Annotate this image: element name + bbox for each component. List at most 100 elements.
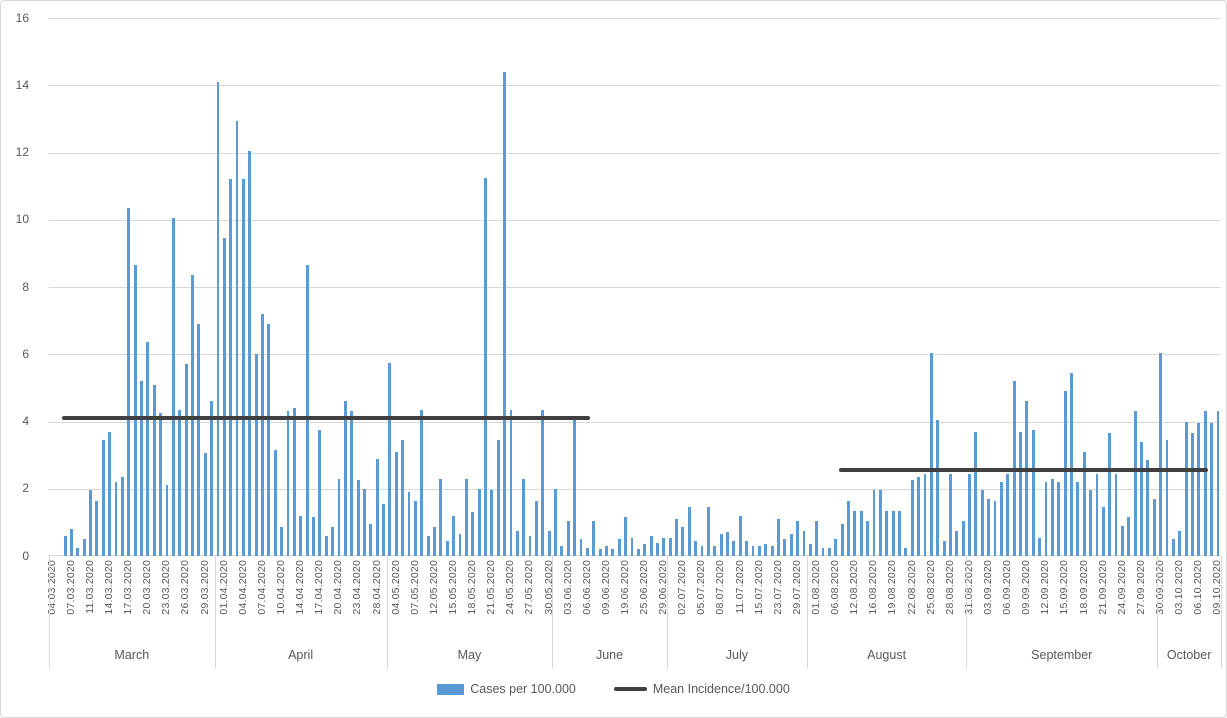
cases-bar	[292, 408, 296, 556]
cases-bar	[917, 476, 921, 556]
cases-bar	[1050, 478, 1054, 556]
cases-bar	[484, 177, 487, 556]
x-axis-tick-label: 07.03.2020	[64, 560, 77, 615]
y-axis-tick-label: 10	[15, 212, 29, 227]
x-axis-tick-label: 04.03.2020	[45, 560, 58, 615]
x-axis-tick-label: 25.08.2020	[924, 560, 937, 615]
gridline	[49, 18, 1221, 19]
gridline	[49, 488, 1221, 490]
y-axis-tick-label: 2	[22, 481, 29, 496]
x-axis-tick-label: 21.05.2020	[485, 560, 498, 615]
y-axis-tick-label: 16	[15, 10, 29, 25]
cases-bar	[847, 500, 850, 556]
cases-bar	[751, 545, 755, 556]
cases-bar	[433, 527, 436, 556]
cases-bar	[1031, 429, 1035, 556]
y-axis-tick-label: 8	[22, 279, 29, 294]
cases-bar	[1184, 421, 1188, 556]
cases-bar	[452, 515, 456, 556]
legend-label-cases: Cases per 100.000	[470, 682, 576, 696]
cases-bar	[898, 510, 901, 556]
x-axis-tick-label: 09.09.2020	[1020, 560, 1033, 615]
cases-bar	[120, 476, 124, 556]
x-axis-tick-label: 09.10.2020	[1211, 560, 1224, 615]
x-axis-tick-label: 04.05.2020	[389, 560, 402, 615]
month-label-august: August	[867, 648, 907, 662]
cases-bar	[388, 362, 392, 556]
x-axis-tick-label: 21.09.2020	[1096, 560, 1109, 615]
cases-bar	[726, 532, 729, 556]
cases-bar	[1063, 391, 1067, 556]
cases-bar	[777, 519, 780, 556]
cases-bar	[522, 478, 526, 556]
x-axis-tick-label: 11.03.2020	[83, 560, 96, 614]
y-axis-tick-label: 14	[15, 77, 29, 92]
cases-bar	[165, 485, 169, 556]
cases-bar	[993, 500, 997, 556]
x-axis-tick-label: 10.04.2020	[274, 560, 287, 615]
x-axis-tick-label: 12.09.2020	[1039, 560, 1052, 615]
x-axis-tick-label: 05.07.2020	[695, 560, 708, 615]
cases-bar	[318, 429, 322, 556]
x-axis-tick-label: 28.04.2020	[370, 560, 383, 615]
month-separator	[806, 556, 808, 669]
cases-bar	[420, 409, 424, 556]
cases-bar	[152, 384, 156, 556]
cases-bar	[1070, 372, 1073, 556]
cases-bar	[477, 488, 481, 556]
mean-line-swatch-icon	[613, 687, 647, 691]
month-separator	[966, 556, 968, 669]
cases-bar	[394, 451, 398, 556]
cases-bar	[216, 81, 220, 556]
cases-bar	[1089, 490, 1092, 556]
cases-bar	[694, 540, 698, 556]
x-axis-tick-label: 17.03.2020	[122, 560, 135, 615]
cases-bar	[611, 549, 615, 556]
cases-bar	[1133, 411, 1137, 556]
cases-bar	[1171, 539, 1175, 556]
cases-bar	[1057, 482, 1061, 556]
x-axis-tick-label: 18.09.2020	[1077, 560, 1090, 615]
x-axis-tick-label: 18.05.2020	[466, 560, 479, 615]
cases-bar	[458, 534, 462, 556]
legend-item-cases: Cases per 100.000	[437, 682, 576, 696]
x-axis-tick-label: 23.04.2020	[351, 560, 364, 615]
gridline	[49, 152, 1221, 154]
cases-bar	[802, 530, 806, 556]
cases-bar	[783, 539, 787, 556]
month-separator	[552, 556, 554, 669]
cases-bar	[891, 510, 895, 556]
month-label-september: September	[1031, 648, 1093, 662]
x-axis-tick-label: 23.07.2020	[771, 560, 784, 615]
cases-bar	[605, 545, 608, 556]
cases-bar	[1108, 433, 1112, 556]
x-axis-tick-label: 11.07.2020	[733, 560, 746, 614]
cases-bar	[796, 520, 799, 556]
cases-bar	[210, 401, 213, 556]
x-axis-tick-label: 15.05.2020	[446, 560, 459, 615]
cases-bar	[827, 547, 831, 556]
cases-bar	[140, 381, 143, 556]
cases-bar	[496, 440, 500, 556]
x-axis-tick-label: 24.09.2020	[1115, 560, 1128, 615]
cases-series-swatch-icon	[437, 683, 465, 695]
x-axis-tick-label: 12.08.2020	[848, 560, 861, 615]
cases-bar	[987, 498, 991, 556]
cases-bar	[312, 517, 315, 556]
cases-bar	[630, 537, 634, 556]
x-axis-tick-label: 01.08.2020	[810, 560, 823, 615]
cases-bar	[1146, 460, 1150, 556]
x-axis-tick-label: 15.09.2020	[1058, 560, 1071, 615]
cases-bar	[324, 535, 328, 556]
cases-bar	[878, 490, 882, 556]
y-axis-tick-label: 0	[22, 548, 29, 563]
x-axis-tick-label: 14.04.2020	[294, 560, 307, 615]
cases-bar	[273, 450, 277, 556]
cases-bar	[853, 510, 857, 556]
x-axis-tick-label: 27.09.2020	[1134, 560, 1147, 615]
cases-bar	[413, 500, 417, 556]
x-axis-tick-label: 20.04.2020	[332, 560, 345, 615]
cases-bar	[1095, 473, 1099, 556]
cases-bar	[1120, 525, 1124, 556]
gridline	[49, 85, 1221, 87]
